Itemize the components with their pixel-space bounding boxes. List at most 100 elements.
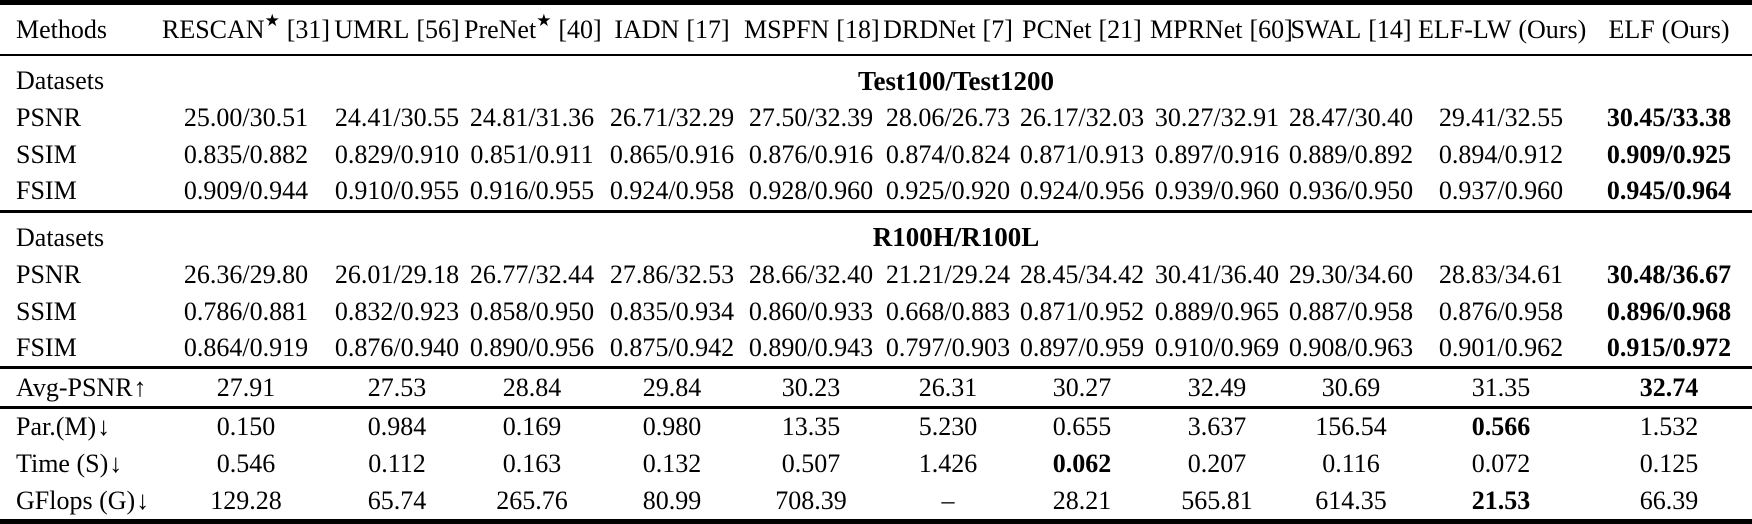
value-cell: 0.874/0.824: [885, 139, 1011, 169]
metric-label-text: SSIM: [16, 296, 77, 326]
method-name: MPRNet: [1150, 15, 1243, 44]
col-header-methods: Methods: [0, 2, 160, 56]
metric-row: FSIM 0.909/0.944 0.910/0.955 0.916/0.955 0.9…: [0, 173, 1752, 211]
dataset-title: R100H/R100L: [872, 222, 1040, 253]
value-cell: 0.112: [368, 449, 426, 479]
col-header-method: MSPFN [18]: [742, 2, 880, 56]
value-cell: 65.74: [367, 485, 427, 515]
metric-label: SSIM: [0, 137, 160, 174]
value-cell: 0.163: [502, 449, 562, 479]
value-cell: 0.980: [642, 412, 702, 442]
method-name: ELF-LW: [1418, 15, 1512, 44]
value-cell: 1.532: [1639, 412, 1699, 442]
col-header-method: ELF-LW (Ours): [1416, 2, 1586, 56]
value-cell: 27.91: [216, 372, 276, 402]
value-cell: 0.894/0.912: [1438, 139, 1564, 169]
value-cell: 614.35: [1315, 485, 1387, 515]
value-cell: 0.062: [1052, 449, 1112, 479]
method-citation: [60]: [1249, 15, 1293, 44]
value-cell: 30.48/36.67: [1606, 260, 1732, 290]
value-cell: 29.30/34.60: [1288, 260, 1414, 290]
value-cell: 0.897/0.916: [1154, 139, 1280, 169]
value-cell: 708.39: [775, 485, 847, 515]
value-cell: 28.21: [1052, 485, 1112, 515]
value-cell: 25.00/30.51: [183, 103, 309, 133]
value-cell: 565.81: [1181, 485, 1253, 515]
value-cell: 0.835/0.882: [183, 139, 309, 169]
value-cell: 0.909/0.944: [183, 176, 309, 206]
value-cell: 0.150: [216, 412, 276, 442]
metric-label-text: FSIM: [16, 333, 77, 363]
method-name: RESCAN: [162, 15, 265, 44]
value-cell: 0.945/0.964: [1606, 176, 1732, 206]
value-cell: 0.566: [1471, 412, 1531, 442]
value-cell: 26.31: [918, 372, 978, 402]
metric-label: SSIM: [0, 293, 160, 330]
value-cell: 0.875/0.942: [609, 333, 735, 363]
value-cell: 0.832/0.923: [334, 296, 460, 326]
value-cell: 5.230: [918, 412, 978, 442]
value-cell: 26.71/32.29: [609, 103, 735, 133]
value-cell: 0.889/0.892: [1288, 139, 1414, 169]
metric-label: FSIM: [0, 330, 160, 368]
value-cell: 0.924/0.956: [1019, 176, 1145, 206]
value-cell: 28.06/26.73: [885, 103, 1011, 133]
col-header-method: UMRL [56]: [332, 2, 462, 56]
dataset-row-label: Datasets: [16, 66, 105, 96]
method-citation: [40]: [558, 15, 602, 44]
metric-label-text: FSIM: [16, 176, 77, 206]
metric-row: Par.(M)↓ 0.150 0.984 0.169 0.980 13.35 5.230 0.…: [0, 408, 1752, 446]
value-cell: 80.99: [642, 485, 702, 515]
value-cell: 0.797/0.903: [885, 333, 1011, 363]
value-cell: 0.910/0.969: [1154, 333, 1280, 363]
value-cell: 32.49: [1187, 372, 1247, 402]
value-cell: 66.39: [1639, 485, 1699, 515]
value-cell: 0.928/0.960: [748, 176, 874, 206]
value-cell: 29.84: [642, 372, 702, 402]
metric-row: PSNR 25.00/30.51 24.41/30.55 24.81/31.36 26.…: [0, 100, 1752, 137]
value-cell: 26.36/29.80: [183, 260, 309, 290]
dataset-header-row: Datasets Test100/Test1200: [0, 55, 1752, 100]
star-icon: ★: [264, 11, 280, 31]
value-cell: 156.54: [1315, 412, 1387, 442]
value-cell: 265.76: [496, 485, 568, 515]
metric-row: Avg-PSNR↑ 27.91 27.53 28.84 29.84 30.23 26.31 3…: [0, 368, 1752, 408]
section-dataset: Datasets Test100/Test1200 PSNR 25.00/30.51 2…: [0, 55, 1752, 211]
method-citation: [7]: [982, 15, 1013, 44]
value-cell: 0.908/0.963: [1288, 333, 1414, 363]
value-cell: 27.86/32.53: [609, 260, 735, 290]
value-cell: 0.936/0.950: [1288, 176, 1414, 206]
method-citation: [17]: [686, 15, 730, 44]
value-cell: 28.84: [502, 372, 562, 402]
method-name: UMRL: [334, 15, 410, 44]
metric-row: SSIM 0.786/0.881 0.832/0.923 0.858/0.950 0.8…: [0, 293, 1752, 330]
value-cell: 1.426: [918, 449, 978, 479]
up-arrow-icon: ↑: [133, 372, 147, 402]
method-name: SWAL: [1290, 15, 1362, 44]
method-name: MSPFN: [744, 15, 830, 44]
dataset-title: Test100/Test1200: [857, 65, 1055, 96]
value-cell: 21.21/29.24: [885, 260, 1011, 290]
value-cell: 26.17/32.03: [1019, 103, 1145, 133]
value-cell: 26.01/29.18: [334, 260, 460, 290]
method-name: PreNet: [464, 15, 537, 44]
table-head: Methods RESCAN★ [31] UMRL [56] PreNet★ [40] IAD…: [0, 2, 1752, 56]
value-cell: 30.45/33.38: [1606, 103, 1732, 133]
value-cell: 0.655: [1052, 412, 1112, 442]
metric-label: PSNR: [0, 100, 160, 137]
value-cell: 0.871/0.952: [1019, 296, 1145, 326]
down-arrow-icon: ↓: [109, 449, 123, 479]
dataset-header-row: Datasets R100H/R100L: [0, 211, 1752, 257]
method-citation: [56]: [416, 15, 460, 44]
value-cell: 24.81/31.36: [469, 103, 595, 133]
value-cell: 30.27/32.91: [1154, 103, 1280, 133]
method-name: ELF: [1608, 15, 1655, 44]
section-complexity: Par.(M)↓ 0.150 0.984 0.169 0.980 13.35 5.230 0.…: [0, 407, 1752, 522]
value-cell: 0.829/0.910: [334, 139, 460, 169]
value-cell: 0.546: [216, 449, 276, 479]
down-arrow-icon: ↓: [97, 412, 111, 442]
value-cell: 0.116: [1322, 449, 1380, 479]
value-cell: 0.897/0.959: [1019, 333, 1145, 363]
value-cell: 0.896/0.968: [1606, 296, 1732, 326]
